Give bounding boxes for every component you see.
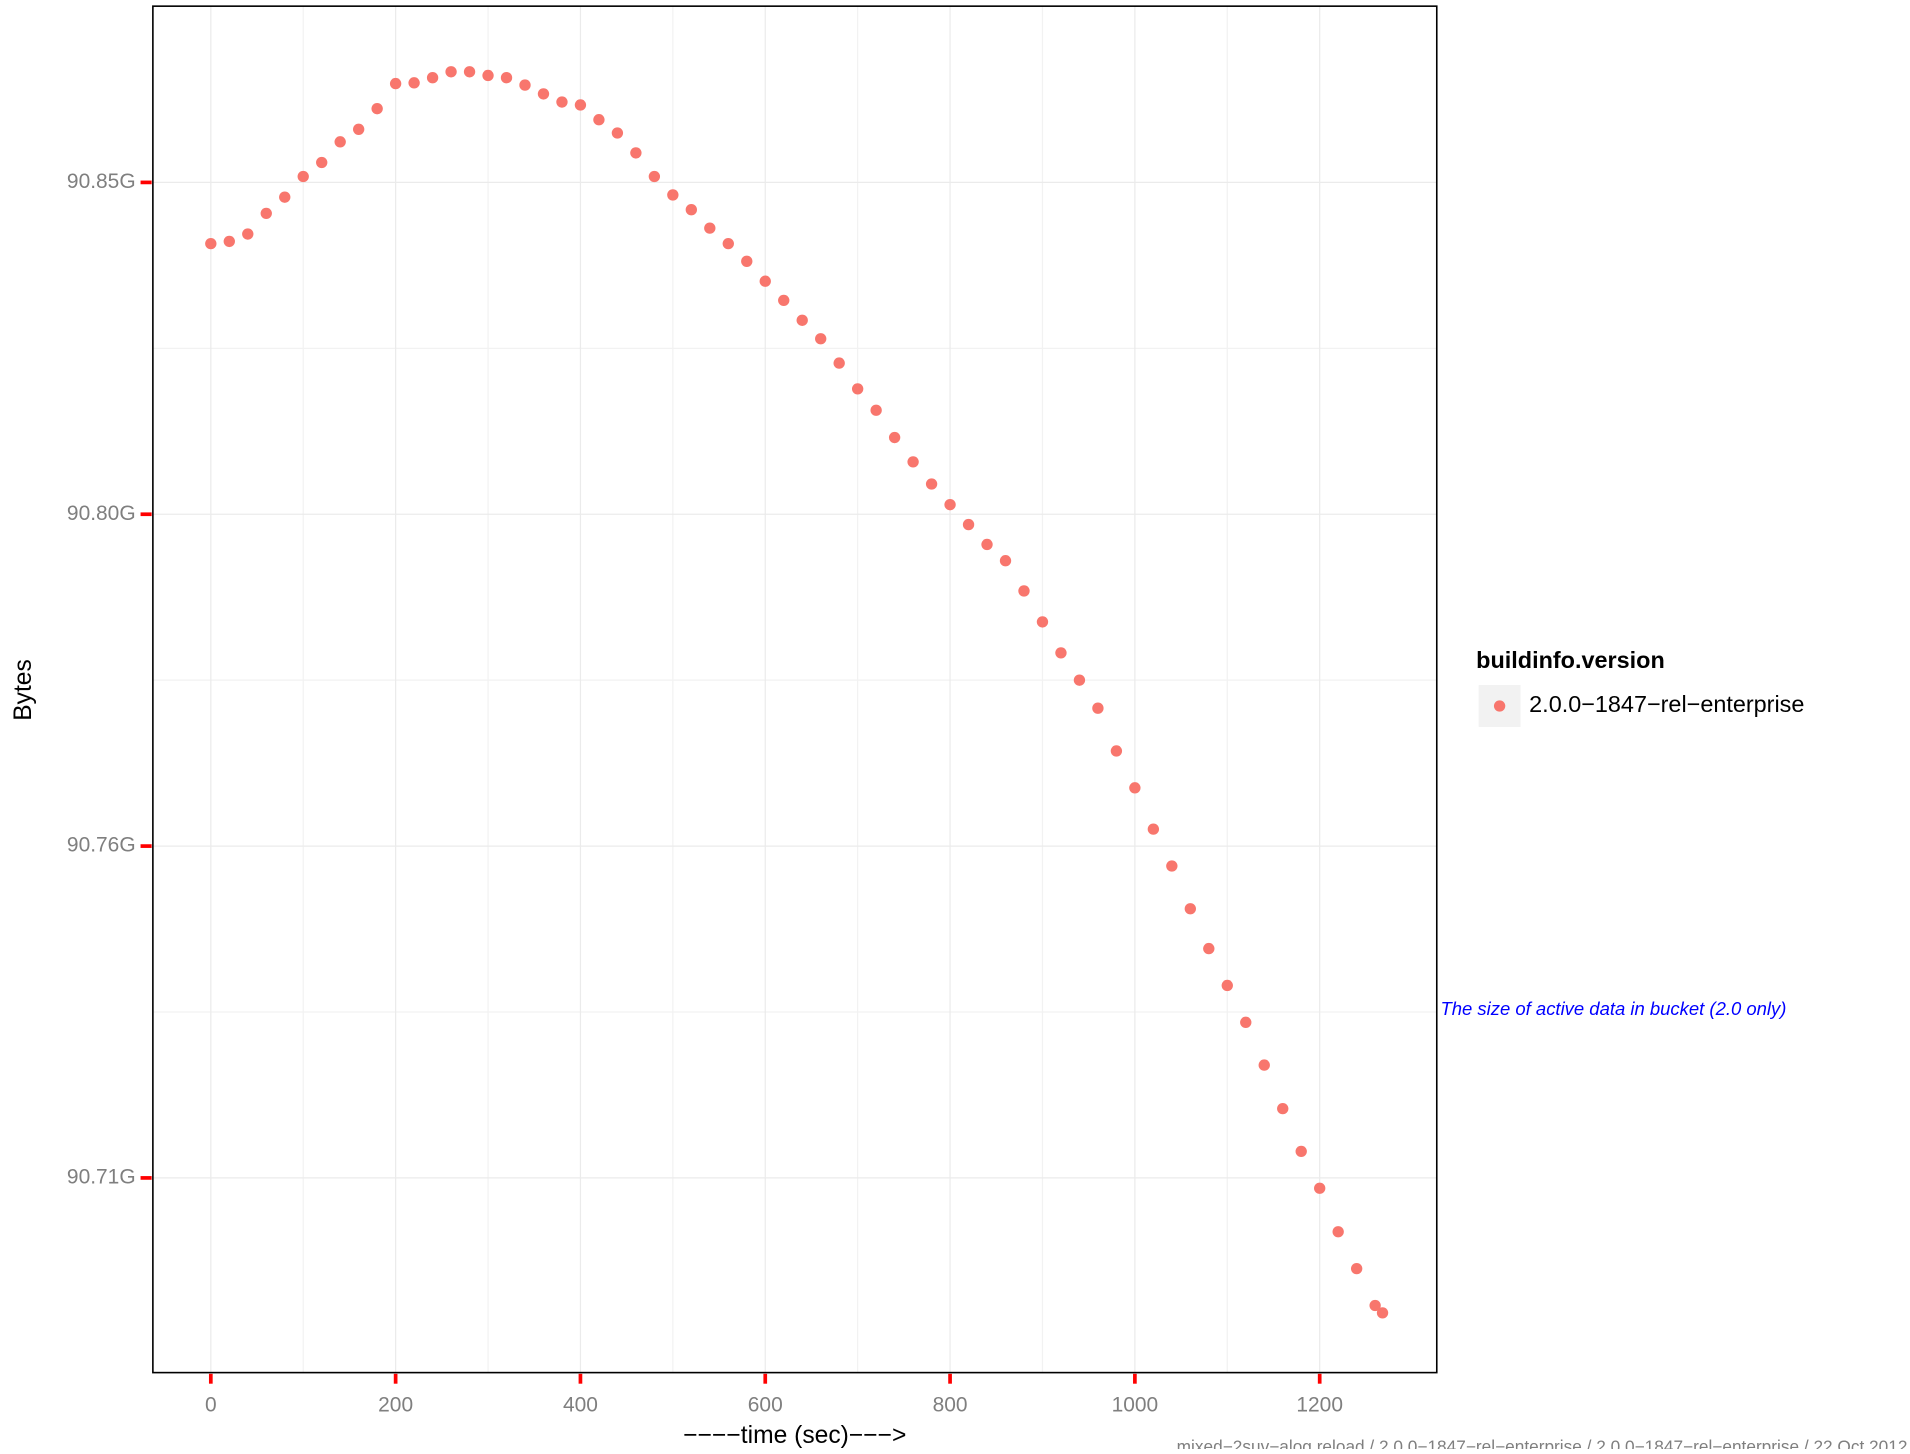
x-axis-label: −−−−time (sec)−−−>	[683, 1422, 906, 1449]
point	[1018, 585, 1030, 597]
point	[1350, 1262, 1363, 1275]
point	[482, 69, 494, 82]
point	[279, 191, 291, 203]
point	[870, 404, 882, 416]
point	[334, 136, 346, 148]
point	[205, 237, 217, 250]
point	[260, 207, 272, 220]
point	[796, 314, 808, 326]
legend-label: 2.0.0−1847−rel−enterprise	[1529, 691, 1804, 717]
point	[371, 102, 383, 115]
point	[352, 123, 365, 135]
point	[944, 498, 956, 511]
point	[1314, 1182, 1326, 1194]
point	[389, 77, 402, 90]
point	[1184, 903, 1196, 915]
x-tick-label: 400	[563, 1393, 598, 1416]
x-tick-label: 1200	[1296, 1393, 1343, 1416]
legend-title: buildinfo.version	[1476, 647, 1665, 673]
point	[722, 237, 734, 250]
point	[445, 66, 457, 78]
point	[1147, 823, 1160, 835]
point	[500, 72, 513, 84]
point	[925, 478, 938, 490]
point	[962, 518, 975, 531]
point	[297, 170, 309, 183]
x-tick-label: 800	[933, 1393, 968, 1416]
point	[1055, 647, 1067, 659]
point	[704, 222, 716, 234]
point	[519, 79, 531, 91]
point	[1277, 1102, 1289, 1115]
point	[999, 555, 1012, 567]
y-tick-label: 90.85G	[67, 170, 136, 193]
point	[1036, 616, 1049, 628]
point	[537, 88, 550, 100]
y-tick-label: 90.71G	[67, 1165, 136, 1188]
point	[223, 235, 235, 248]
x-tick-label: 200	[378, 1393, 413, 1416]
point	[1240, 1016, 1252, 1028]
point	[556, 96, 568, 108]
point	[907, 456, 919, 468]
point	[1110, 745, 1123, 757]
point	[630, 147, 642, 159]
annotation: The size of active data in bucket (2.0 o…	[1440, 998, 1786, 1019]
point	[1369, 1299, 1381, 1312]
point	[408, 77, 420, 89]
point	[1376, 1307, 1389, 1319]
point	[888, 431, 901, 444]
point	[316, 156, 328, 169]
y-axis-label: Bytes	[10, 659, 37, 721]
point	[1203, 942, 1215, 955]
plot-border	[152, 5, 1438, 1374]
x-tick-label: 0	[205, 1393, 217, 1416]
point	[851, 383, 864, 395]
point	[778, 294, 790, 307]
point	[1332, 1226, 1344, 1238]
point	[611, 127, 624, 139]
point	[1166, 860, 1178, 872]
point	[833, 357, 845, 369]
x-tick-label: 600	[748, 1393, 783, 1416]
point	[242, 228, 254, 240]
point	[759, 275, 771, 287]
x-tick-label: 1000	[1112, 1393, 1159, 1416]
plot-panel	[152, 6, 1437, 1373]
point	[574, 99, 587, 111]
point	[1295, 1145, 1307, 1158]
point	[1258, 1059, 1270, 1071]
point	[1073, 674, 1086, 686]
point	[1129, 782, 1141, 794]
caption: mixed−2suv−alog.reload / 2.0.0−1847−rel−…	[1177, 1437, 1908, 1449]
point	[1221, 979, 1233, 992]
point	[648, 170, 661, 183]
point	[981, 538, 993, 551]
point	[667, 189, 679, 201]
point	[593, 114, 605, 126]
legend-marker	[1493, 700, 1506, 712]
point	[815, 333, 827, 345]
point	[1092, 702, 1104, 714]
y-tick-label: 90.80G	[67, 502, 136, 525]
point	[741, 255, 753, 267]
y-tick-label: 90.76G	[67, 834, 136, 857]
point	[685, 204, 697, 216]
point	[463, 66, 476, 78]
point	[426, 72, 439, 84]
